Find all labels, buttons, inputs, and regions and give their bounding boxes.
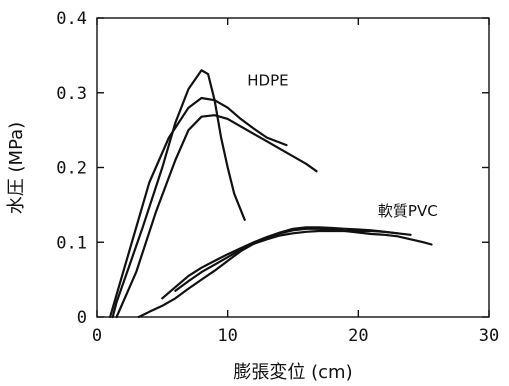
annotation-label-2: 軟質PVC bbox=[378, 202, 438, 220]
series-line-3 bbox=[115, 114, 318, 319]
x-tick-label: 0 bbox=[92, 326, 102, 346]
y-tick-label: 0 bbox=[77, 308, 87, 328]
annotation-layer: HDPE 軟質PVC bbox=[247, 71, 437, 220]
series-line-2 bbox=[109, 96, 288, 319]
series-line-5 bbox=[161, 226, 412, 300]
series-line-4 bbox=[137, 227, 433, 319]
y-tick-label: 0.1 bbox=[56, 233, 87, 253]
y-tick-label: 0.4 bbox=[56, 9, 87, 29]
x-tick-label: 10 bbox=[217, 326, 237, 346]
series-layer bbox=[109, 69, 433, 319]
y-axis-label: 水圧 (MPa) bbox=[6, 122, 27, 214]
y-tick-label: 0.3 bbox=[56, 84, 87, 104]
y-tick-label: 0.2 bbox=[56, 159, 87, 179]
tick-layer: 0 10 20 30 0 0.1 0.2 0.3 0.4 bbox=[56, 9, 499, 346]
series-line-1 bbox=[111, 69, 246, 319]
x-tick-label: 30 bbox=[479, 326, 499, 346]
x-axis-label: 膨張変位 (cm) bbox=[233, 362, 352, 383]
series-line-6 bbox=[174, 229, 399, 292]
annotation-label-1: HDPE bbox=[247, 71, 288, 89]
x-tick-label: 20 bbox=[348, 326, 368, 346]
